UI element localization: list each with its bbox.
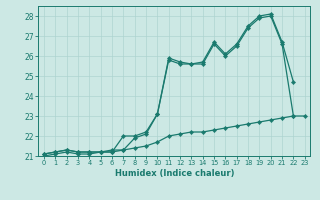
X-axis label: Humidex (Indice chaleur): Humidex (Indice chaleur) — [115, 169, 234, 178]
